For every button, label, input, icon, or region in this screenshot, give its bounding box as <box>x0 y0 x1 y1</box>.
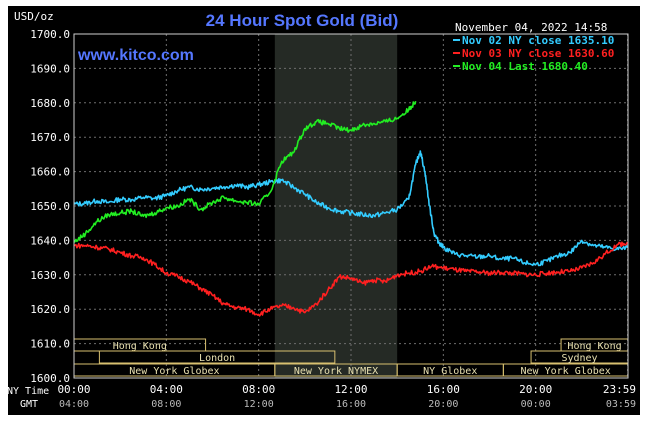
session-bar <box>98 350 336 364</box>
x-tick-label-ny: 16:00 <box>427 383 460 396</box>
chart-title: 24 Hour Spot Gold (Bid) <box>206 11 399 30</box>
y-tick-label: 1600.0 <box>30 372 70 385</box>
y-tick-label: 1620.0 <box>30 303 70 316</box>
y-tick-label: 1700.0 <box>30 28 70 41</box>
price-series <box>73 100 629 317</box>
x-tick-label-ny: 12:00 <box>334 383 367 396</box>
y-tick-label: 1610.0 <box>30 338 70 351</box>
x-tick-label-ny: 04:00 <box>150 383 183 396</box>
x-tick-label-gmt: 12:00 <box>244 399 274 410</box>
watermark-text: www.kitco.com <box>77 47 194 64</box>
gmt-row-label: GMT <box>20 399 38 410</box>
legend-entry: Nov 02 NY close 1635.10 <box>462 34 614 47</box>
session-label: Sydney <box>561 353 597 364</box>
x-tick-label-ny: 20:00 <box>519 383 552 396</box>
x-tick-label-gmt: 08:00 <box>151 399 181 410</box>
x-tick-label-gmt: 04:00 <box>59 399 89 410</box>
legend-entry: Nov 04 Last 1680.40 <box>462 60 588 73</box>
x-tick-label-ny: 00:00 <box>57 383 90 396</box>
chart-timestamp: November 04, 2022 14:58 <box>455 21 607 34</box>
x-tick-label-gmt: 03:59 <box>606 399 636 410</box>
session-label: New York NYMEX <box>294 366 378 377</box>
y-axis-unit-label: USD/oz <box>14 10 54 23</box>
x-tick-label-gmt: 16:00 <box>336 399 366 410</box>
session-label: Hong Kong <box>567 341 621 352</box>
session-label: New York Globex <box>129 366 219 377</box>
y-tick-label: 1650.0 <box>30 200 70 213</box>
plot-area-border <box>73 33 629 379</box>
y-tick-label: 1640.0 <box>30 234 70 247</box>
session-label: New York Globex <box>521 366 611 377</box>
y-axis-ticks: 1700.0 1690.0 1680.0 1670.0 1660.0 1650.0 1640… <box>30 28 70 385</box>
y-tick-label: 1670.0 <box>30 131 70 144</box>
y-tick-label: 1630.0 <box>30 269 70 282</box>
x-tick-label-gmt: 20:00 <box>428 399 458 410</box>
y-tick-label: 1680.0 <box>30 97 70 110</box>
session-label: London <box>199 353 235 364</box>
x-tick-label-ny: 08:00 <box>242 383 275 396</box>
x-tick-label-gmt: 00:00 <box>521 399 551 410</box>
session-label: NY Globex <box>423 366 477 377</box>
y-tick-label: 1690.0 <box>30 62 70 75</box>
series-line <box>73 100 417 243</box>
y-tick-label: 1660.0 <box>30 166 70 179</box>
series-line <box>73 150 629 267</box>
session-label: Hong Kong <box>113 341 167 352</box>
x-tick-label-ny: 23:59 <box>603 383 636 396</box>
x-axis-ticks: 00:00 04:00 04:00 08:00 08:00 12:00 12:00 16:00… <box>57 383 636 410</box>
series-line <box>73 241 629 317</box>
ny-time-row-label: NY Time <box>7 386 49 397</box>
legend-entry: Nov 03 NY close 1630.60 <box>462 47 614 60</box>
